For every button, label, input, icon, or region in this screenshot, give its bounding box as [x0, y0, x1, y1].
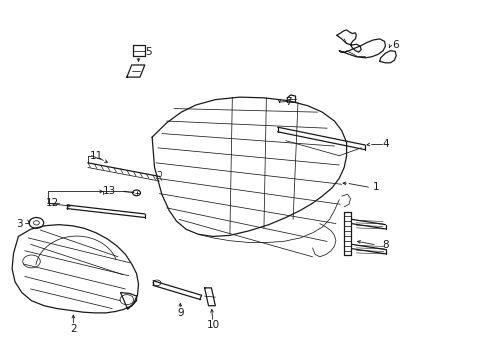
Text: 7: 7 [285, 97, 291, 107]
Text: 3: 3 [17, 219, 23, 229]
Text: 4: 4 [382, 139, 388, 149]
Text: 8: 8 [382, 240, 388, 250]
Text: 5: 5 [144, 47, 151, 57]
Text: 11: 11 [89, 151, 102, 161]
Text: 13: 13 [102, 186, 116, 197]
Text: 1: 1 [372, 182, 378, 192]
Text: 12: 12 [46, 198, 59, 208]
Text: 6: 6 [391, 40, 398, 50]
Text: 9: 9 [177, 308, 183, 318]
Text: 10: 10 [206, 320, 219, 330]
Text: 2: 2 [70, 324, 77, 334]
